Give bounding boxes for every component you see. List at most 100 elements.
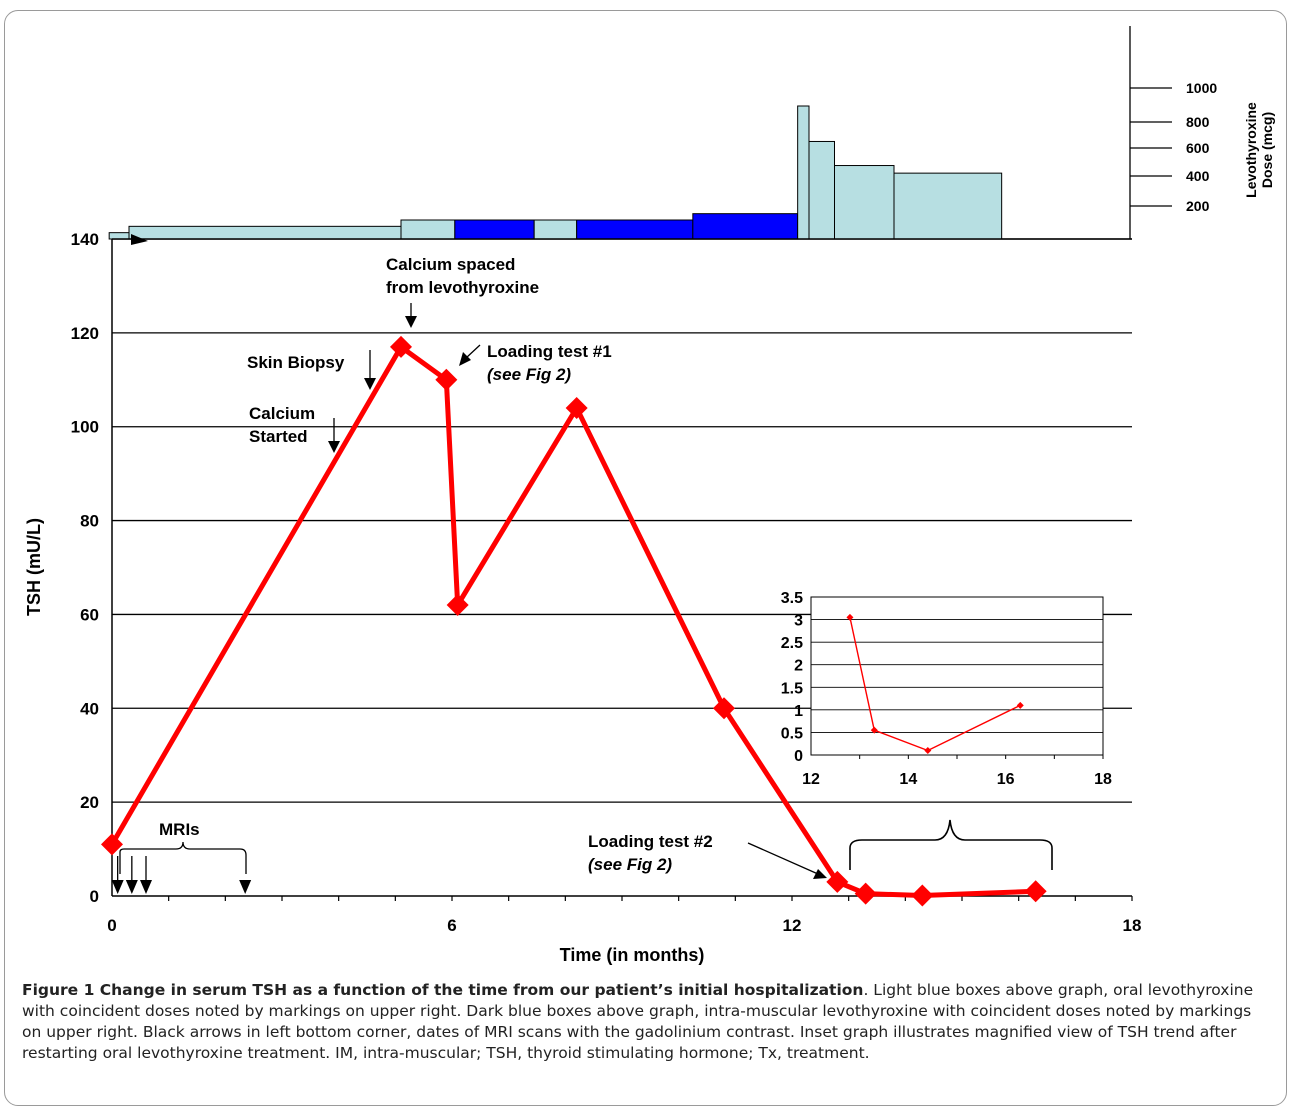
annotation-mris: MRIs (159, 820, 200, 839)
dose-bar-oral (893, 172, 1003, 240)
dose-tick-label: 400 (1186, 168, 1210, 184)
mris-bracket (119, 841, 247, 874)
y-tick-label: 140 (71, 230, 99, 249)
inset-point (924, 746, 932, 754)
dose-bar-oral (400, 219, 456, 240)
mri-arrow-head (125, 880, 138, 894)
inset-point (846, 613, 854, 621)
inset-x-tick-label: 18 (1094, 771, 1112, 788)
annotation-loading-test-2-line: Loading test #2 (588, 832, 713, 851)
annotation-skin-biopsy-line: Skin Biopsy (247, 353, 345, 372)
dose-axis-label: LevothyroxineDose (mcg) (1243, 102, 1275, 198)
tsh-line (109, 343, 1036, 899)
tsh-point (101, 833, 123, 856)
annotation-loading-test-1: Loading test #1 (see Fig 2) (487, 342, 612, 384)
inset-y-tick-label: 3 (794, 613, 803, 630)
annotations: Calcium spaced from levothyroxine Skin Bio… (111, 255, 1053, 894)
final-period-brace (849, 819, 1053, 870)
y-tick-label: 20 (80, 793, 99, 812)
dose-bar-oral (533, 219, 578, 240)
arrow-calcium-started-head (328, 441, 340, 453)
annotation-calcium-spaced-line: from levothyroxine (386, 278, 539, 297)
dose-tick-label: 200 (1186, 198, 1210, 214)
tsh-point (713, 697, 735, 720)
dose-axis-label-line: Dose (mcg) (1259, 112, 1275, 188)
annotation-loading-test-2-line: (see Fig 2) (588, 855, 672, 874)
dose-bar-oral (108, 232, 130, 240)
arrow-loading-1-stem (465, 344, 481, 359)
arrow-calcium-spaced-head (405, 316, 417, 328)
annotation-loading-test-2: Loading test #2 (see Fig 2) (588, 832, 713, 874)
inset-chart: 0 0.5 1 1.5 2 2.5 3 3.5 12 14 16 18 (781, 590, 1112, 788)
inset-x-tick-label: 14 (899, 771, 917, 788)
y-tick-label: 40 (80, 699, 99, 718)
tsh-point (1024, 880, 1047, 903)
dose-bar-im (454, 219, 535, 240)
figure-frame (4, 10, 1287, 1106)
inset-y-tick-label: 2.5 (781, 635, 803, 652)
tsh-point (435, 368, 458, 391)
y-tick-label: 80 (80, 512, 99, 531)
caption-title: Figure 1 Change in serum TSH as a functi… (22, 981, 864, 999)
dose-bar-oral (834, 165, 895, 240)
dose-bar-im (692, 213, 799, 240)
mri-arrow-head (239, 880, 252, 894)
tsh-point (446, 594, 469, 617)
annotation-calcium-started-line: Started (249, 427, 308, 446)
y-axis-label: TSH (mU/L) (24, 518, 44, 616)
x-axis-label: Time (in months) (560, 945, 705, 965)
annotation-loading-test-1-line: (see Fig 2) (487, 365, 571, 384)
figure-caption: Figure 1 Change in serum TSH as a functi… (22, 980, 1272, 1064)
inset-y-tick-label: 1 (794, 703, 803, 720)
dose-bar-im (576, 219, 694, 240)
inset-point (1016, 701, 1024, 709)
tsh-point (826, 870, 849, 893)
dose-bar-oral (128, 225, 402, 240)
mri-arrow-head (140, 880, 152, 894)
inset-line (849, 617, 1021, 752)
y-tick-label: 120 (71, 324, 99, 343)
annotation-skin-biopsy: Skin Biopsy (247, 353, 345, 372)
mri-arrow-head (111, 880, 124, 894)
inset-point (870, 726, 878, 734)
dose-bar-oral (808, 140, 835, 240)
inset-x-tick-label: 16 (997, 771, 1015, 788)
tsh-point (854, 882, 877, 905)
x-tick-label: 12 (783, 916, 802, 935)
dose-tick-label: 1000 (1186, 80, 1217, 96)
inset-y-tick-label: 3.5 (781, 590, 803, 607)
x-tick-label: 6 (447, 916, 456, 935)
arrow-loading-1-head (459, 352, 471, 366)
caption-body: . Light blue boxes above graph, oral lev… (22, 981, 1254, 1062)
inset-y-tick-label: 0.5 (781, 725, 803, 742)
annotation-calcium-spaced-line: Calcium spaced (386, 255, 515, 274)
dose-tick-label: 600 (1186, 140, 1210, 156)
x-tick-label: 0 (107, 916, 116, 935)
annotation-calcium-started-line: Calcium (249, 404, 315, 423)
tsh-series (101, 335, 1047, 907)
y-tick-label: 0 (90, 887, 99, 906)
annotation-calcium-spaced: Calcium spaced from levothyroxine (386, 255, 539, 297)
y-tick-label: 100 (71, 418, 99, 437)
annotation-loading-test-1-line: Loading test #1 (487, 342, 612, 361)
dose-tick-label: 800 (1186, 114, 1210, 130)
tsh-point (390, 335, 412, 358)
dose-axis-label-line: Levothyroxine (1243, 102, 1259, 198)
arrow-loading-2-stem (747, 842, 819, 875)
tsh-point (911, 884, 934, 907)
inset-y-tick-label: 2 (794, 658, 803, 675)
inset-x-tick-label: 12 (802, 771, 820, 788)
y-tick-label: 60 (80, 605, 99, 624)
x-tick-label: 18 (1123, 916, 1142, 935)
dose-bars (108, 105, 1003, 245)
inset-frame (810, 596, 1104, 756)
inset-y-tick-label: 0 (794, 748, 803, 765)
arrow-loading-2-head (813, 869, 827, 879)
annotation-calcium-started: Calcium Started (249, 404, 315, 446)
arrow-skin-biopsy-head (364, 378, 376, 390)
inset-y-tick-label: 1.5 (781, 680, 803, 697)
tsh-point (565, 396, 588, 419)
dose-bar-oral (797, 105, 810, 240)
